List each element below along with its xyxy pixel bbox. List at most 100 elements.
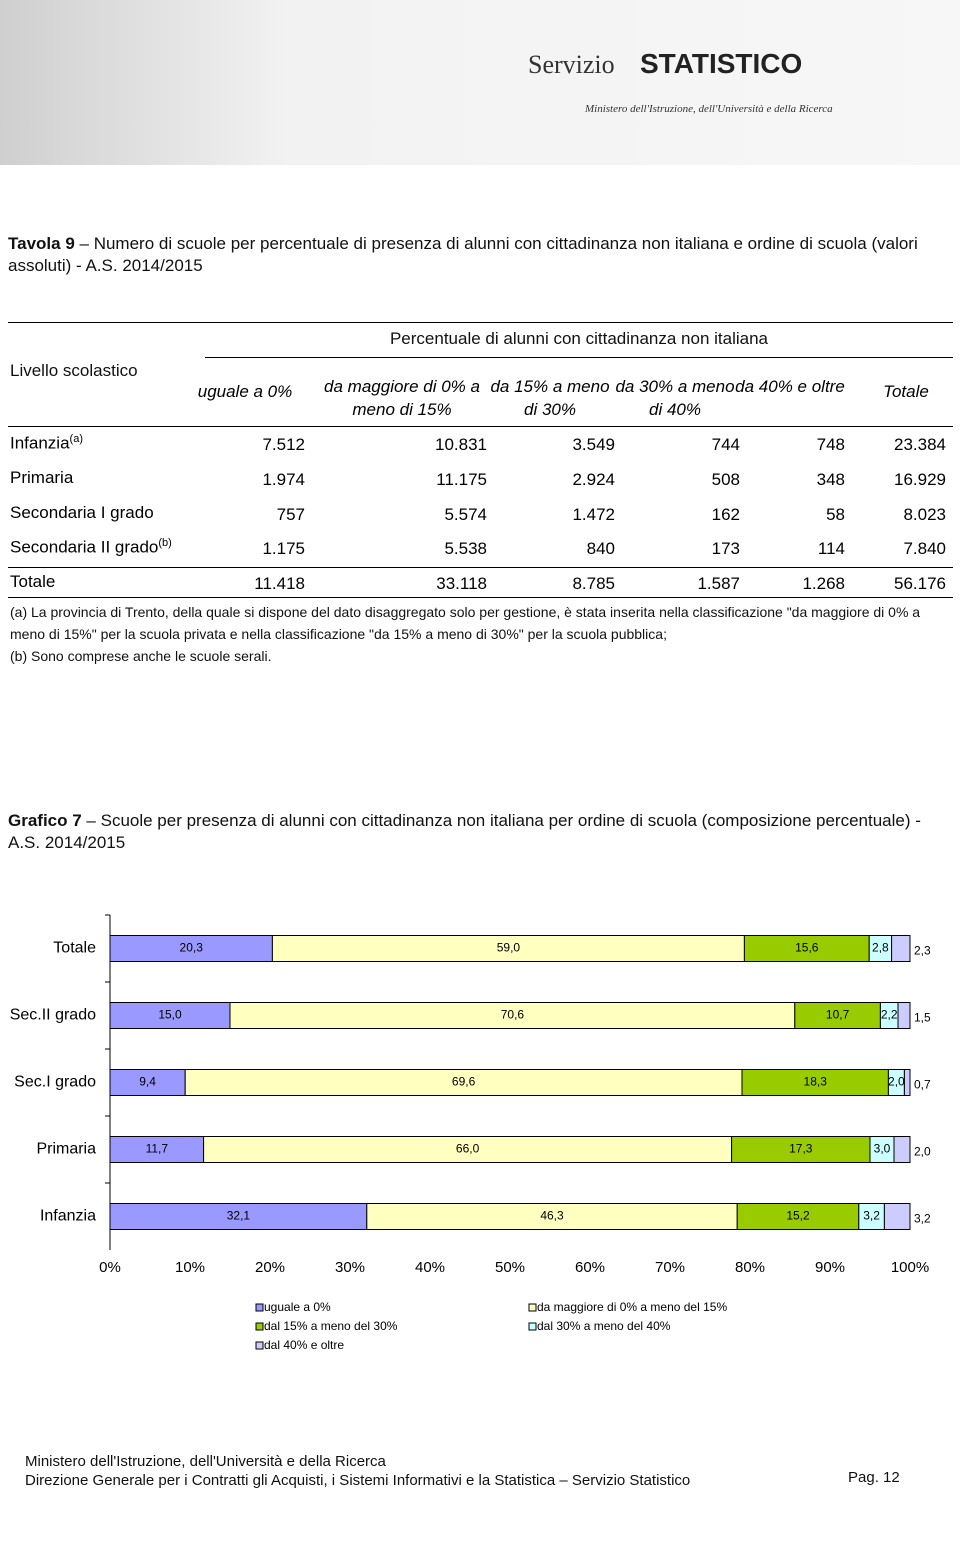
- bar-segment: [109, 1002, 231, 1029]
- bar-segment: [903, 1069, 911, 1096]
- legend-swatch: [528, 1303, 537, 1312]
- bar-segment: [203, 1136, 733, 1163]
- bar-segment: [109, 1136, 205, 1163]
- cell: 11.175: [436, 470, 487, 489]
- row-label-text: Primaria: [10, 468, 74, 487]
- cell: 56.176: [894, 574, 946, 593]
- cell: 5.574: [444, 505, 487, 524]
- bar-segment: [893, 1136, 911, 1163]
- x-tick-label: 30%: [335, 1259, 365, 1276]
- brand-small: Servizio: [528, 50, 615, 79]
- value-label: 59,0: [497, 941, 521, 955]
- value-label: 32,1: [227, 1209, 251, 1223]
- row-label: Secondaria II grado(b): [10, 537, 172, 558]
- legend-label: uguale a 0%: [264, 1300, 331, 1314]
- cell: 508: [711, 470, 740, 489]
- value-label: 15,6: [795, 941, 819, 955]
- cell: 33.118: [436, 574, 487, 593]
- rule: [8, 597, 953, 598]
- rule: [205, 357, 953, 358]
- chart-title-text: Scuole per presenza di alunni con cittad…: [8, 811, 921, 852]
- bar-segment: [731, 1136, 871, 1163]
- footer-line: Ministero dell'Istruzione, dell'Universi…: [25, 1453, 386, 1470]
- legend-label: dal 30% a meno del 40%: [537, 1319, 671, 1333]
- value-label: 2,3: [914, 944, 931, 958]
- group-header: Percentuale di alunni con cittadinanza n…: [389, 329, 769, 348]
- row-label: Infanzia(a): [10, 433, 83, 454]
- legend-label: dal 15% a meno del 30%: [264, 1319, 398, 1333]
- bar-segment: [271, 935, 745, 962]
- bar-segment: [897, 1002, 911, 1029]
- cell: 1.472: [572, 505, 615, 524]
- value-label: 46,3: [540, 1209, 564, 1223]
- bar-segment: [109, 935, 273, 962]
- value-label: 3,2: [914, 1212, 931, 1226]
- cell: 162: [711, 505, 740, 524]
- legend-swatch: [255, 1341, 264, 1350]
- cell: 173: [711, 539, 740, 558]
- cell: 8.023: [903, 505, 946, 524]
- value-label: 18,3: [804, 1075, 828, 1089]
- x-tick-label: 0%: [99, 1259, 121, 1276]
- cell: 8.785: [572, 574, 615, 593]
- cell: 114: [817, 539, 845, 558]
- row-note: (a): [69, 433, 83, 445]
- row-label-text: Infanzia: [10, 433, 70, 453]
- page-number: Pag. 12: [848, 1469, 900, 1486]
- rule: [8, 426, 953, 427]
- bar-segment: [794, 1002, 881, 1029]
- value-label: 69,6: [452, 1075, 476, 1089]
- cell: 840: [586, 539, 615, 558]
- value-label: 11,7: [146, 1142, 169, 1156]
- row-label-text: Totale: [10, 572, 56, 591]
- cell: 757: [276, 505, 305, 524]
- cell: 3.549: [572, 435, 615, 454]
- legend-swatch: [255, 1303, 264, 1312]
- value-label: 70,6: [501, 1008, 525, 1022]
- y-tick-label: Primaria: [36, 1141, 96, 1158]
- note: (b) Sono comprese anche le scuole serali…: [10, 648, 272, 664]
- bar-segment: [229, 1002, 796, 1029]
- y-tick-label: Sec.I grado: [14, 1074, 96, 1091]
- cell: 7.512: [262, 435, 305, 454]
- row-label-text: Secondaria I grado: [10, 503, 154, 522]
- bar-segment: [741, 1069, 889, 1096]
- x-tick-label: 60%: [575, 1259, 605, 1276]
- x-tick-label: 80%: [735, 1259, 765, 1276]
- bar-segment: [366, 1203, 738, 1230]
- value-label: 15,0: [158, 1008, 182, 1022]
- value-label: 20,3: [180, 941, 204, 955]
- note: (a) La provincia di Trento, della quale …: [10, 604, 921, 642]
- y-tick-label: Totale: [53, 940, 96, 957]
- row-label: Primaria: [10, 468, 73, 488]
- legend-swatch: [255, 1322, 264, 1331]
- chart: 0% 10% 20% 30% 40% 50% 60% 70% 80% 90% 100% Totale 2…: [10, 914, 931, 1352]
- value-label: 2,0: [888, 1075, 905, 1089]
- cell: 23.384: [894, 435, 946, 454]
- brand: STATISTICO: [640, 48, 803, 79]
- value-label: 2,8: [872, 941, 889, 955]
- cell: 1.175: [262, 539, 305, 558]
- cell: 5.538: [444, 539, 487, 558]
- value-label: 1,5: [914, 1011, 931, 1025]
- bar-segment: [109, 1069, 186, 1096]
- cell: 1.268: [802, 574, 845, 593]
- legend-label: dal 40% e oltre: [264, 1338, 344, 1352]
- value-label: 3,2: [863, 1209, 880, 1223]
- bar-segment: [736, 1203, 860, 1230]
- x-tick-label: 20%: [255, 1259, 285, 1276]
- header-band: Servizio STATISTICO Ministero dell'Istru…: [0, 0, 960, 165]
- bar-segment: [743, 935, 870, 962]
- value-label: 2,0: [914, 1145, 931, 1159]
- column-header: uguale a 0%: [197, 382, 293, 401]
- x-tick-label: 50%: [495, 1259, 525, 1276]
- row-label: Secondaria I grado: [10, 503, 154, 523]
- column-header: da maggiore di 0% a meno di 15%: [324, 377, 480, 419]
- row-label: Totale: [10, 572, 55, 592]
- table-title-label: Tavola 9: [8, 234, 75, 253]
- x-tick-label: 40%: [415, 1259, 445, 1276]
- value-label: 9,4: [139, 1075, 156, 1089]
- column-header: Totale: [883, 382, 929, 401]
- chart-title-label: Grafico 7: [8, 811, 82, 830]
